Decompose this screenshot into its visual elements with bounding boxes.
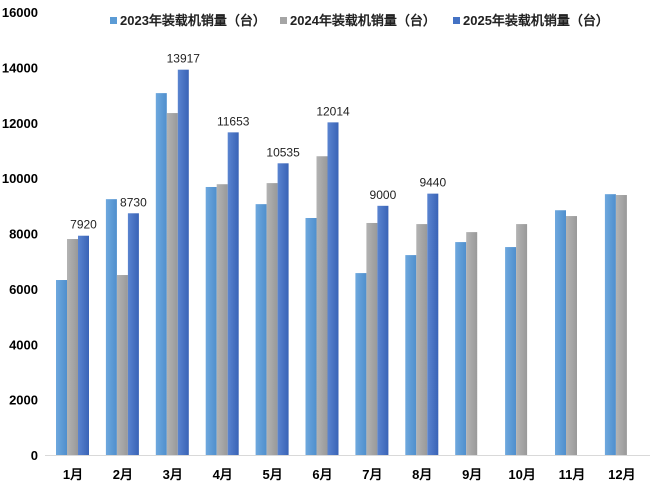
data-label: 10535 [266, 145, 300, 159]
legend-label: 2025年装载机销量（台） [463, 13, 609, 28]
y-tick-label: 8000 [9, 227, 38, 242]
bar-2025-5 [277, 163, 289, 455]
bars: 7920 8730 13917 11653 10535 12014 9000 9440 [56, 52, 627, 456]
x-tick-label: 4月 [213, 467, 233, 482]
bar-2023-9 [455, 242, 467, 455]
bar-2025-8 [427, 193, 439, 455]
x-axis: 1月 2月 3月 4月 5月 6月 7月 8月 9月 10月 11月 12月 [63, 467, 636, 482]
legend-label: 2023年装载机销量（台） [120, 13, 266, 28]
bar-2023-8 [405, 255, 417, 455]
legend-swatch-2023 [110, 17, 117, 24]
legend: 2023年装载机销量（台） 2024年装载机销量（台） 2025年装载机销量（台） [110, 13, 609, 28]
x-tick-label: 9月 [462, 467, 482, 482]
bar-2023-3 [155, 93, 167, 455]
bar-2023-12 [604, 194, 616, 455]
bar-2024-8 [416, 224, 428, 455]
y-tick-label: 6000 [9, 282, 38, 297]
bar-2023-10 [505, 247, 517, 455]
y-tick-label: 12000 [2, 116, 38, 131]
bar-2025-1 [78, 235, 89, 455]
data-label: 9440 [419, 176, 446, 190]
data-label: 11653 [217, 114, 250, 128]
bar-2024-12 [615, 195, 627, 455]
bar-2023-5 [255, 204, 267, 455]
bar-2023-6 [305, 217, 317, 455]
y-tick-label: 0 [31, 448, 38, 463]
bar-2024-11 [566, 216, 577, 455]
y-axis: 0 2000 4000 6000 8000 10000 12000 14000 16000 [2, 5, 38, 463]
bar-2024-6 [316, 156, 328, 455]
x-tick-label: 6月 [312, 467, 332, 482]
y-tick-label: 4000 [9, 337, 38, 352]
data-label: 13917 [167, 52, 201, 66]
y-tick-label: 10000 [2, 171, 38, 186]
data-label: 9000 [370, 188, 397, 202]
x-tick-label: 7月 [362, 467, 382, 482]
bar-2025-3 [177, 69, 189, 455]
data-label: 8730 [120, 195, 147, 209]
bar-2024-3 [166, 113, 178, 455]
bar-2023-11 [555, 210, 566, 455]
data-label: 12014 [316, 104, 350, 118]
bar-2023-7 [355, 273, 367, 455]
bar-2023-4 [205, 186, 217, 456]
bar-2024-1 [67, 239, 78, 455]
legend-swatch-2025 [453, 17, 460, 24]
bar-2025-6 [327, 122, 339, 456]
bar-2023-2 [105, 199, 117, 455]
bar-2023-1 [56, 280, 67, 455]
bar-2024-10 [516, 224, 528, 455]
legend-label: 2024年装载机销量（台） [290, 13, 436, 28]
bar-2024-5 [266, 183, 278, 455]
bar-2025-7 [377, 205, 389, 455]
y-tick-label: 14000 [2, 60, 38, 75]
bar-2024-2 [116, 275, 128, 455]
x-tick-label: 12月 [608, 467, 635, 482]
legend-swatch-2024 [280, 17, 287, 24]
data-label: 7920 [70, 218, 97, 232]
bar-2025-4 [227, 132, 239, 456]
bar-2024-4 [216, 184, 228, 455]
x-tick-label: 1月 [63, 467, 83, 482]
y-tick-label: 16000 [2, 5, 38, 20]
y-tick-label: 2000 [9, 393, 38, 408]
x-tick-label: 3月 [163, 467, 183, 482]
x-tick-label: 8月 [412, 467, 432, 482]
x-tick-label: 5月 [262, 467, 282, 482]
x-tick-label: 2月 [113, 467, 133, 482]
x-tick-label: 11月 [559, 467, 586, 482]
bar-2024-9 [466, 232, 478, 455]
bar-2024-7 [366, 222, 378, 455]
bar-2025-2 [127, 213, 139, 455]
x-tick-label: 10月 [508, 467, 535, 482]
